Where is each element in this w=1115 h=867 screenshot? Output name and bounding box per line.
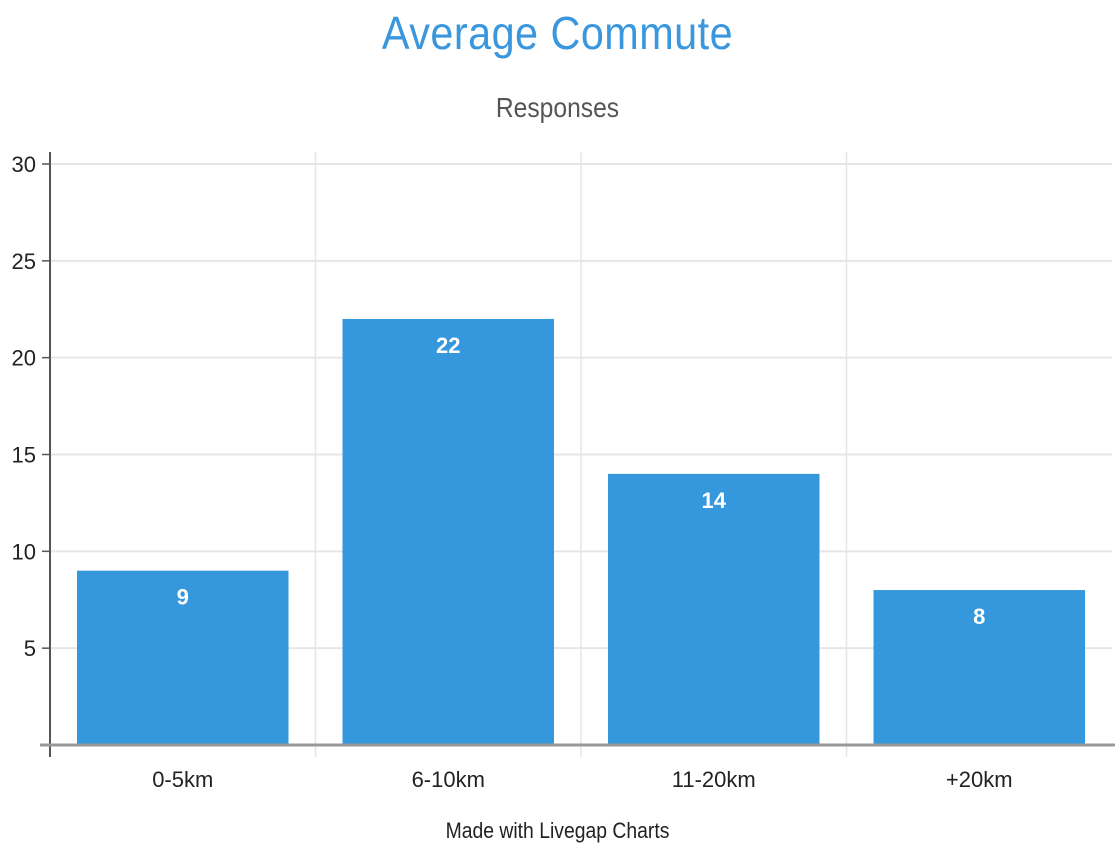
y-tick-label: 10 — [12, 539, 36, 564]
bar[interactable] — [77, 570, 289, 745]
x-axis-tick-labels: 0-5km 6-10km 11-20km +20km — [152, 767, 1012, 792]
y-tick-label: 30 — [12, 152, 36, 177]
bar-data-labels: 9 22 14 8 — [177, 333, 986, 629]
chart-credit: Made with Livegap Charts — [445, 818, 670, 843]
y-tick-label: 15 — [12, 443, 36, 468]
x-tick-label: +20km — [946, 767, 1013, 792]
bar-data-label: 22 — [436, 333, 460, 358]
axes — [40, 152, 1115, 757]
bars — [77, 318, 1086, 745]
y-tick-label: 20 — [12, 346, 36, 371]
chart-title: Average Commute — [381, 7, 734, 59]
bar-data-label: 14 — [702, 488, 727, 513]
y-tick-label: 25 — [12, 249, 36, 274]
chart-subtitle: Responses — [495, 92, 620, 123]
x-tick-label: 11-20km — [672, 767, 756, 792]
y-tick-label: 5 — [24, 636, 36, 661]
x-tick-label: 6-10km — [412, 767, 485, 792]
x-tick-label: 0-5km — [152, 767, 213, 792]
bar[interactable] — [873, 590, 1086, 745]
bar[interactable] — [342, 318, 555, 745]
bar-data-label: 9 — [177, 585, 189, 610]
bar[interactable] — [608, 473, 820, 745]
bar-data-label: 8 — [973, 604, 985, 629]
y-axis-tick-labels: 5 10 15 20 25 30 — [12, 152, 36, 661]
